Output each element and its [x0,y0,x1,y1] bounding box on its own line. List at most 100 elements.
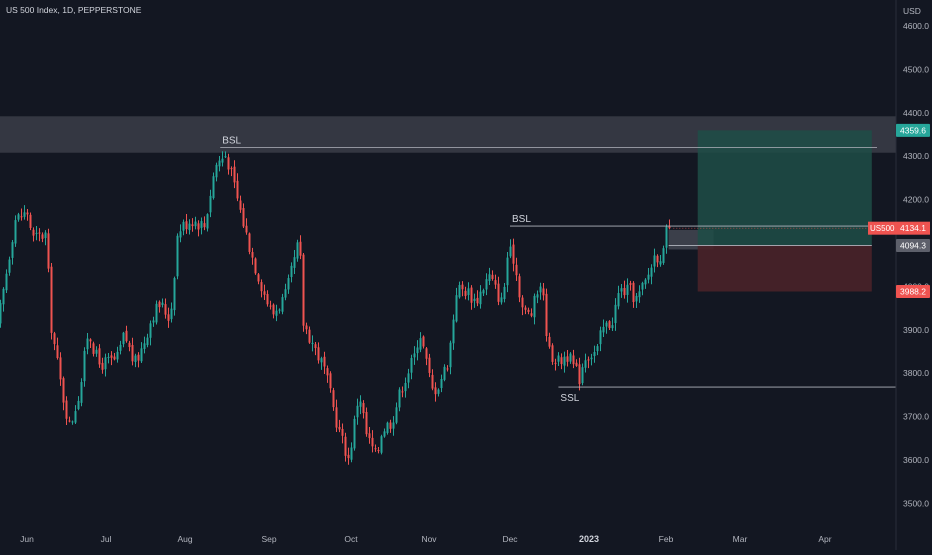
candle-body [278,309,281,311]
candle-body [302,254,305,326]
candle-body [584,360,587,368]
candle-body [656,255,659,263]
candle-body [158,301,161,308]
position-layer [668,130,872,292]
candle-body [599,330,602,345]
candle-body [206,214,209,229]
candle-body [296,242,299,259]
candle-body [203,223,206,228]
level-label-ssl[interactable]: SSL [560,393,579,404]
candle-body [122,332,125,345]
candle-body [383,431,386,437]
candle-body [299,241,302,256]
price-tick-label: 4500.0 [903,64,929,74]
candle-body [602,326,605,333]
candle-body [119,344,122,351]
price-tick-label: 3900.0 [903,325,929,335]
candle-body [506,257,509,286]
candle-body [530,313,533,316]
candle-body [659,261,662,265]
time-tick-label: Oct [344,534,358,544]
price-axis: USD3500.03600.03700.03800.03900.04000.04… [868,0,932,550]
candle-body [440,379,443,389]
candle-body [479,291,482,305]
symbol-title[interactable]: US 500 Index, 1D, PEPPERSTONE [6,5,142,15]
candle-body [227,157,230,170]
candle-body [56,345,59,359]
candle-body [152,320,155,323]
candle-body [416,347,419,354]
price-tick-label: 3500.0 [903,498,929,508]
candle-body [524,307,527,310]
candle-body [179,231,182,238]
candle-body [20,216,23,218]
candle-body [191,224,194,227]
entry-price-tag-bg [896,238,930,252]
candle-body [347,454,350,459]
candle-body [113,356,116,360]
candle-body [17,214,20,220]
level-label-bsl[interactable]: BSL [222,136,241,147]
candle-body [173,278,176,311]
candle-body [629,283,632,285]
candle-body [380,436,383,453]
candle-body [41,234,44,239]
entry-price-tag[interactable]: 4094.3 [896,238,930,252]
candle-body [617,293,620,307]
candle-body [323,356,326,367]
candle-body [404,383,407,392]
time-tick-label: Apr [818,534,831,544]
candle-body [536,294,539,298]
candle-body [578,364,581,385]
candle-body [497,283,500,302]
candle-body [464,290,467,296]
candle-body [344,436,347,456]
last-price-tag[interactable]: US500 4134.1 [868,221,930,235]
candle-body [110,355,113,358]
candle-body [293,257,296,268]
candle-body [470,287,473,303]
candle-body [641,282,644,290]
candle-body [395,407,398,423]
candle-body [650,267,653,277]
candle-body [320,358,323,363]
symbol-tag-bg [868,221,896,235]
position-stop-zone[interactable] [697,245,872,292]
candle-body [623,288,626,296]
candle-body [38,232,41,234]
candle-body [35,232,38,234]
level-label-bsl[interactable]: BSL [512,214,531,225]
candle-body [527,309,530,312]
candle-body [32,229,35,236]
candle-body [443,366,446,380]
stop-price-tag[interactable]: 3988.2 [896,284,930,298]
candle-body [212,176,215,199]
candle-body [0,303,2,324]
candle-body [137,354,140,361]
candle-body [359,401,362,407]
candle-body [644,279,647,285]
time-axis: Jun Jul Aug Sep Oct Nov Dec 2023 Feb Mar Apr [20,534,832,544]
candle-body [50,266,53,333]
candle-body [290,265,293,278]
time-tick-label: Sep [261,534,276,544]
candle-body [215,164,218,178]
price-tick-label: 3800.0 [903,368,929,378]
candle-body [185,221,188,230]
time-tick-label: Dec [502,534,518,544]
candle-body [494,280,497,285]
candle-body [161,302,164,306]
candle-body [437,389,440,394]
candle-body [71,421,74,423]
candle-body [131,344,134,362]
target-price-tag[interactable]: 4359.6 [896,123,930,137]
candle-body [467,288,470,296]
candle-body [101,362,104,370]
candle-body [155,303,158,323]
candle-body [194,221,197,227]
candle-body [260,282,263,292]
candle-body [542,288,545,296]
candle-body [305,325,308,330]
